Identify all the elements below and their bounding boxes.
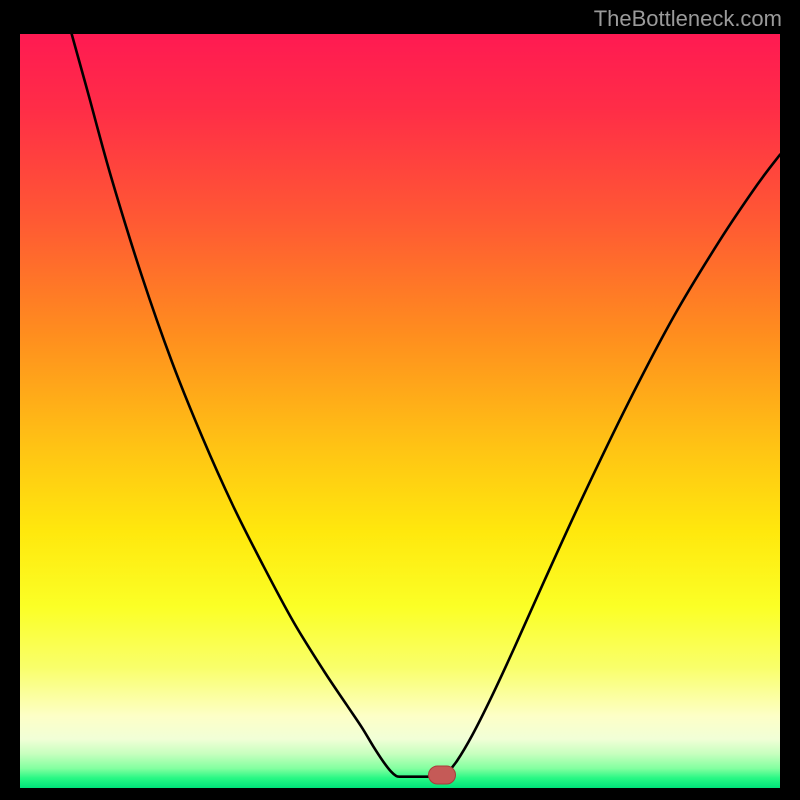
chart-curve-layer xyxy=(20,34,780,788)
watermark-text: TheBottleneck.com xyxy=(594,6,782,32)
optimum-marker xyxy=(428,766,456,785)
bottleneck-curve xyxy=(72,34,780,777)
